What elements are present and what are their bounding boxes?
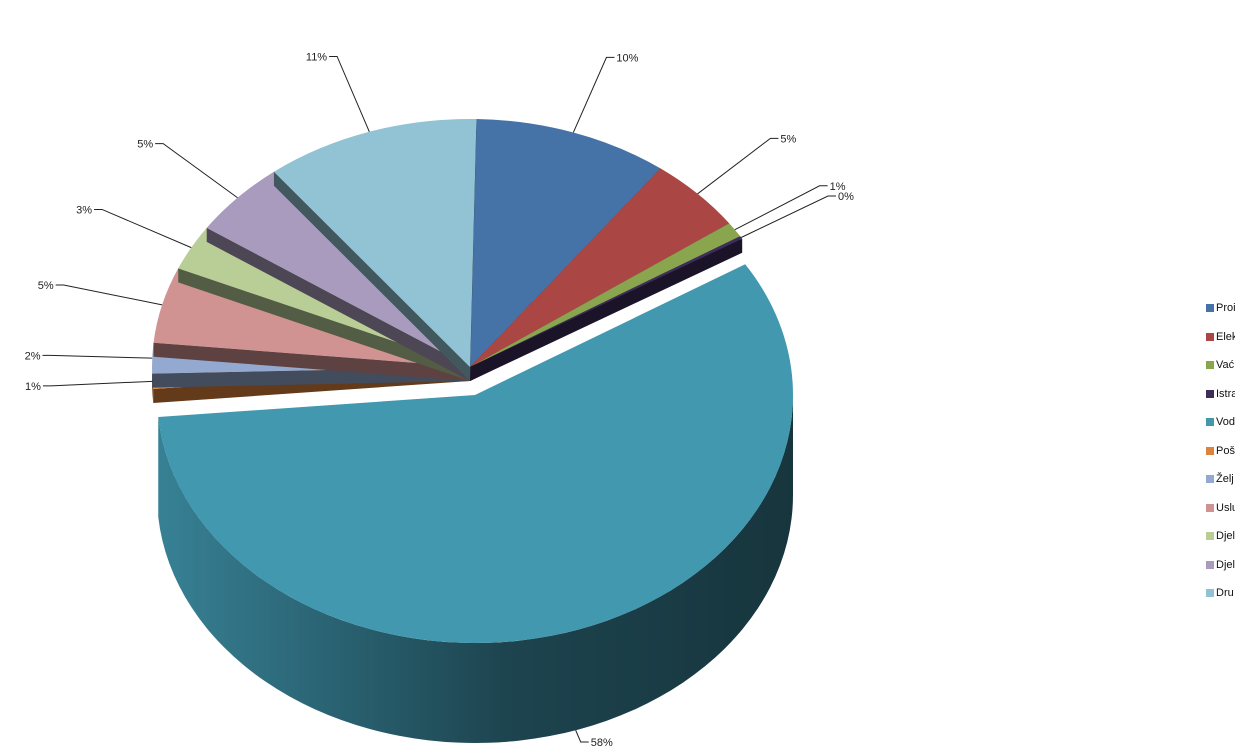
legend-item: Djel	[1206, 551, 1235, 580]
legend-item: Poš	[1206, 437, 1235, 466]
legend-item: Elek	[1206, 323, 1235, 352]
legend-item: Istra	[1206, 380, 1235, 409]
leader-line	[329, 55, 370, 132]
legend-swatch	[1206, 475, 1214, 484]
leader-line	[740, 195, 836, 238]
legend-label: Vod	[1216, 416, 1235, 429]
legend-label: Djel	[1216, 530, 1235, 543]
data-label: 3%	[76, 204, 92, 216]
data-label: 58%	[591, 737, 613, 749]
legend-swatch	[1206, 589, 1214, 598]
pie-slice	[158, 264, 794, 743]
data-label: 2%	[25, 350, 41, 362]
legend-label: Istra	[1216, 387, 1235, 400]
data-label: 10%	[616, 52, 638, 64]
leader-line	[42, 380, 153, 387]
data-label: 5%	[38, 280, 54, 292]
legend-item: Želj	[1206, 465, 1235, 494]
data-label: 0%	[838, 191, 854, 203]
legend-swatch	[1206, 446, 1214, 455]
legend-label: Djel	[1216, 558, 1235, 571]
leader-line	[572, 56, 615, 133]
legend-item: Dru	[1206, 579, 1235, 608]
legend-item: Uslu	[1206, 494, 1235, 523]
leader-line	[575, 730, 589, 743]
legend-label: Proi	[1216, 302, 1235, 315]
legend-swatch	[1206, 332, 1214, 341]
data-label: 11%	[306, 51, 327, 63]
legend-label: Vać	[1216, 359, 1235, 372]
legend-swatch	[1206, 389, 1214, 398]
chart-legend: Proi Elek Vać Istra Vod Poš Želj Uslu Djel Djel Dr…	[1206, 294, 1235, 608]
legend-label: Poš	[1216, 444, 1235, 457]
legend-label: Uslu	[1216, 501, 1235, 514]
legend-label: Želj	[1216, 473, 1234, 486]
leader-line	[697, 137, 779, 195]
data-label: 1%	[25, 381, 41, 393]
legend-swatch	[1206, 560, 1214, 569]
leader-line	[94, 208, 192, 249]
legend-swatch	[1206, 361, 1214, 370]
data-label: 5%	[137, 139, 153, 151]
legend-swatch	[1206, 418, 1214, 427]
data-label: 5%	[780, 133, 796, 145]
legend-label: Dru	[1216, 587, 1234, 600]
pie-slice	[273, 119, 477, 382]
pie-slice	[470, 236, 743, 381]
data-label: 1%	[830, 181, 846, 193]
legend-item: Proi	[1206, 294, 1235, 323]
leader-line	[42, 354, 153, 359]
leader-line	[55, 284, 163, 306]
legend-swatch	[1206, 304, 1214, 313]
legend-swatch	[1206, 503, 1214, 512]
legend-item: Vać	[1206, 351, 1235, 380]
legend-item: Vod	[1206, 408, 1235, 437]
legend-item: Djel	[1206, 522, 1235, 551]
leader-line	[734, 185, 828, 231]
legend-swatch	[1206, 532, 1214, 541]
legend-label: Elek	[1216, 330, 1235, 343]
leader-line	[155, 143, 238, 199]
